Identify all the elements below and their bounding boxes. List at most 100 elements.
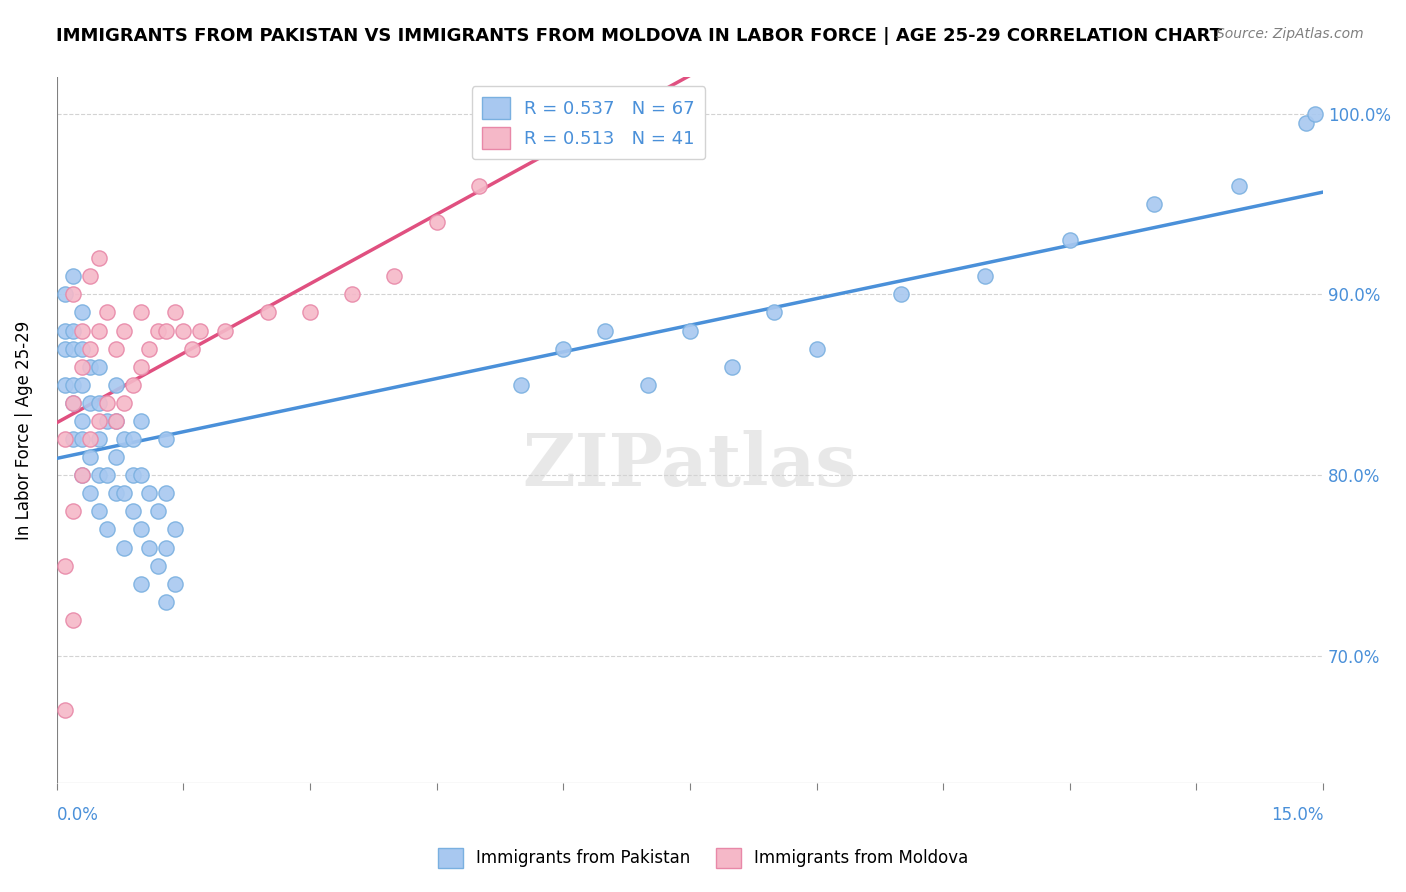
- Point: [382, 269, 405, 284]
- Point: [155, 595, 177, 609]
- Point: [70, 468, 93, 483]
- Point: [62, 269, 84, 284]
- Point: [256, 305, 278, 319]
- Point: [79, 486, 101, 500]
- Point: [138, 541, 160, 555]
- Point: [188, 324, 211, 338]
- Y-axis label: In Labor Force | Age 25-29: In Labor Force | Age 25-29: [15, 320, 32, 540]
- Point: [595, 125, 617, 139]
- Point: [129, 523, 152, 537]
- Point: [121, 504, 143, 518]
- Point: [155, 486, 177, 500]
- Point: [1227, 178, 1250, 193]
- Point: [146, 324, 169, 338]
- Point: [79, 269, 101, 284]
- Point: [53, 287, 76, 301]
- Text: Source: ZipAtlas.com: Source: ZipAtlas.com: [1216, 27, 1364, 41]
- Point: [70, 432, 93, 446]
- Point: [104, 342, 127, 356]
- Point: [890, 287, 912, 301]
- Point: [87, 432, 110, 446]
- Point: [62, 396, 84, 410]
- Point: [70, 305, 93, 319]
- Point: [53, 558, 76, 573]
- Point: [53, 324, 76, 338]
- Point: [96, 305, 118, 319]
- Point: [62, 504, 84, 518]
- Point: [129, 359, 152, 374]
- Point: [96, 414, 118, 428]
- Point: [70, 468, 93, 483]
- Point: [679, 324, 702, 338]
- Point: [974, 269, 997, 284]
- Point: [1059, 233, 1081, 247]
- Point: [70, 359, 93, 374]
- Point: [79, 450, 101, 464]
- Point: [53, 342, 76, 356]
- Point: [70, 377, 93, 392]
- Point: [553, 342, 575, 356]
- Point: [129, 468, 152, 483]
- Point: [553, 143, 575, 157]
- Point: [87, 468, 110, 483]
- Point: [70, 414, 93, 428]
- Point: [104, 414, 127, 428]
- Point: [155, 324, 177, 338]
- Point: [62, 287, 84, 301]
- Point: [87, 252, 110, 266]
- Text: 0.0%: 0.0%: [56, 806, 98, 824]
- Point: [155, 432, 177, 446]
- Point: [138, 342, 160, 356]
- Point: [87, 396, 110, 410]
- Point: [112, 486, 135, 500]
- Point: [1143, 197, 1166, 211]
- Text: 15.0%: 15.0%: [1271, 806, 1323, 824]
- Point: [96, 523, 118, 537]
- Point: [104, 450, 127, 464]
- Point: [129, 305, 152, 319]
- Point: [87, 504, 110, 518]
- Point: [79, 342, 101, 356]
- Text: IMMIGRANTS FROM PAKISTAN VS IMMIGRANTS FROM MOLDOVA IN LABOR FORCE | AGE 25-29 C: IMMIGRANTS FROM PAKISTAN VS IMMIGRANTS F…: [56, 27, 1222, 45]
- Point: [180, 342, 202, 356]
- Point: [53, 703, 76, 717]
- Point: [87, 359, 110, 374]
- Text: ZIPatlas: ZIPatlas: [523, 430, 856, 500]
- Point: [163, 305, 186, 319]
- Point: [163, 576, 186, 591]
- Point: [146, 558, 169, 573]
- Point: [172, 324, 194, 338]
- Point: [121, 377, 143, 392]
- Point: [70, 342, 93, 356]
- Point: [340, 287, 363, 301]
- Point: [214, 324, 236, 338]
- Legend: R = 0.537   N = 67, R = 0.513   N = 41: R = 0.537 N = 67, R = 0.513 N = 41: [471, 87, 706, 160]
- Point: [163, 523, 186, 537]
- Point: [87, 414, 110, 428]
- Point: [62, 432, 84, 446]
- Point: [62, 342, 84, 356]
- Point: [129, 576, 152, 591]
- Point: [112, 541, 135, 555]
- Point: [1303, 106, 1326, 120]
- Point: [426, 215, 449, 229]
- Point: [468, 178, 491, 193]
- Point: [138, 486, 160, 500]
- Point: [121, 432, 143, 446]
- Point: [763, 305, 786, 319]
- Point: [62, 377, 84, 392]
- Point: [298, 305, 321, 319]
- Point: [70, 324, 93, 338]
- Point: [79, 432, 101, 446]
- Point: [121, 468, 143, 483]
- Point: [129, 414, 152, 428]
- Point: [104, 377, 127, 392]
- Point: [112, 396, 135, 410]
- Point: [53, 432, 76, 446]
- Point: [595, 324, 617, 338]
- Point: [155, 541, 177, 555]
- Point: [79, 359, 101, 374]
- Point: [146, 504, 169, 518]
- Point: [510, 377, 533, 392]
- Point: [96, 396, 118, 410]
